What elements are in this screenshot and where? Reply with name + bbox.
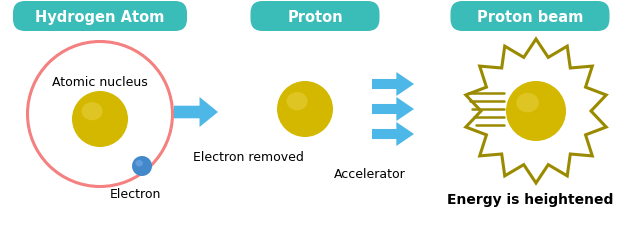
Polygon shape bbox=[372, 73, 414, 96]
FancyBboxPatch shape bbox=[13, 2, 187, 32]
Ellipse shape bbox=[82, 103, 102, 121]
Text: Proton beam: Proton beam bbox=[477, 10, 583, 24]
Ellipse shape bbox=[506, 82, 566, 141]
Text: Accelerator: Accelerator bbox=[334, 168, 406, 181]
Ellipse shape bbox=[277, 82, 333, 137]
Text: Electron: Electron bbox=[109, 188, 161, 201]
Polygon shape bbox=[372, 98, 414, 121]
Ellipse shape bbox=[136, 160, 143, 167]
Text: Atomic nucleus: Atomic nucleus bbox=[52, 76, 148, 89]
Text: Hydrogen Atom: Hydrogen Atom bbox=[35, 10, 164, 24]
Ellipse shape bbox=[516, 94, 539, 113]
Text: Proton: Proton bbox=[287, 10, 343, 24]
Ellipse shape bbox=[132, 156, 152, 176]
Text: Electron removed: Electron removed bbox=[193, 151, 303, 164]
Polygon shape bbox=[372, 122, 414, 146]
Polygon shape bbox=[466, 40, 606, 183]
FancyBboxPatch shape bbox=[451, 2, 609, 32]
Ellipse shape bbox=[287, 93, 308, 111]
Ellipse shape bbox=[72, 92, 128, 147]
Polygon shape bbox=[174, 98, 218, 127]
Text: Energy is heightened: Energy is heightened bbox=[447, 192, 613, 206]
FancyBboxPatch shape bbox=[250, 2, 380, 32]
